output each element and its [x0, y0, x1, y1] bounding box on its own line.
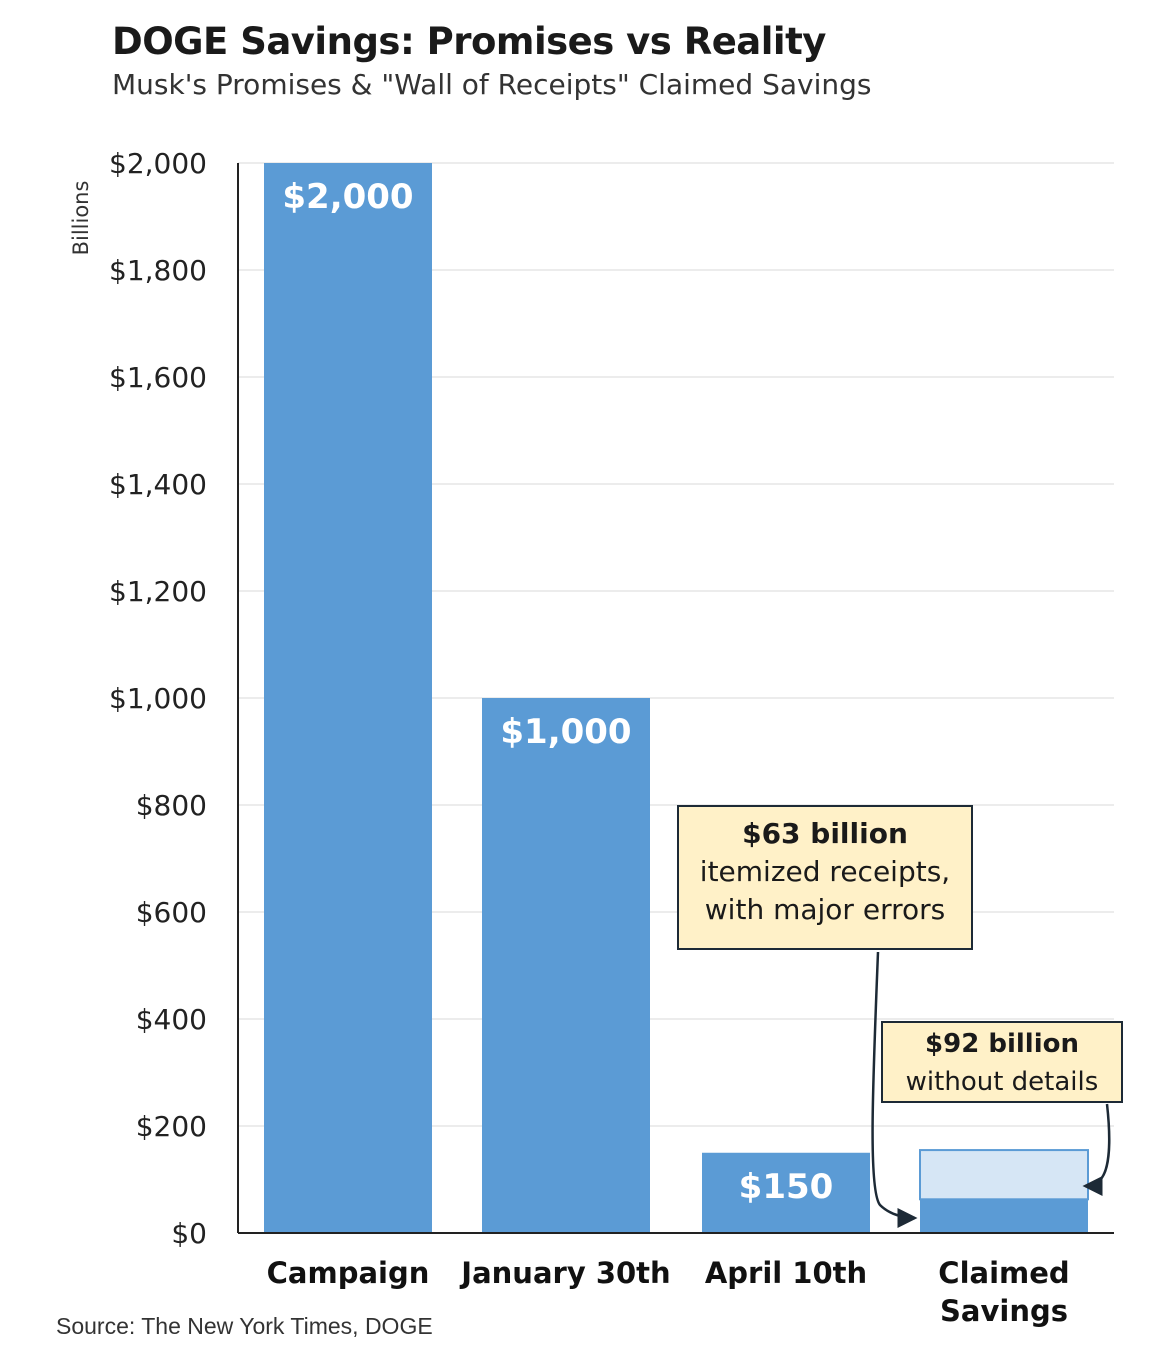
- stacked-bar-segment: [919, 1149, 1089, 1201]
- y-tick-label: $2,000: [109, 147, 207, 180]
- source-note: Source: The New York Times, DOGE: [56, 1313, 433, 1339]
- annotation-92-billion: $92 billion without details: [881, 1021, 1123, 1103]
- annotation-63-head: $63 billion: [742, 817, 908, 850]
- annotation-92-body: without details: [905, 1067, 1099, 1097]
- y-tick-label: $200: [136, 1110, 207, 1143]
- bar-data-label: $150: [739, 1167, 834, 1207]
- annotation-arrow: [871, 951, 918, 1228]
- y-tick-label: $1,200: [109, 575, 207, 608]
- y-tick-label: $1,600: [109, 361, 207, 394]
- x-tick-label: Savings: [940, 1294, 1068, 1328]
- y-tick-label: $600: [136, 896, 207, 929]
- annotation-92-head: $92 billion: [925, 1029, 1079, 1059]
- y-tick-label: $800: [136, 789, 207, 822]
- annotation-63-body: itemized receipts, with major errors: [699, 855, 951, 926]
- bar-data-label: $1,000: [500, 712, 631, 752]
- y-tick-label: $1,800: [109, 254, 207, 287]
- bar: [702, 1152, 870, 1233]
- annotation-63-billion: $63 billion itemized receipts, with majo…: [677, 805, 973, 950]
- y-tick-label: $0: [171, 1217, 207, 1250]
- y-tick-label: $1,000: [109, 682, 207, 715]
- chart-subtitle: Musk's Promises & "Wall of Receipts" Cla…: [112, 68, 872, 101]
- y-tick-label: $400: [136, 1003, 207, 1036]
- chart-title: DOGE Savings: Promises vs Reality: [112, 20, 826, 63]
- y-tick-label: $1,400: [109, 468, 207, 501]
- annotation-arrow: [1082, 1103, 1111, 1196]
- x-tick-label: Claimed: [938, 1256, 1069, 1290]
- bar: [482, 698, 650, 1233]
- x-tick-label: April 10th: [705, 1256, 867, 1290]
- bar: [264, 163, 432, 1233]
- x-tick-label: Campaign: [267, 1256, 430, 1290]
- stacked-bar-segment: [920, 1199, 1088, 1233]
- x-tick-label: January 30th: [459, 1256, 670, 1290]
- bar-data-label: $2,000: [282, 177, 413, 217]
